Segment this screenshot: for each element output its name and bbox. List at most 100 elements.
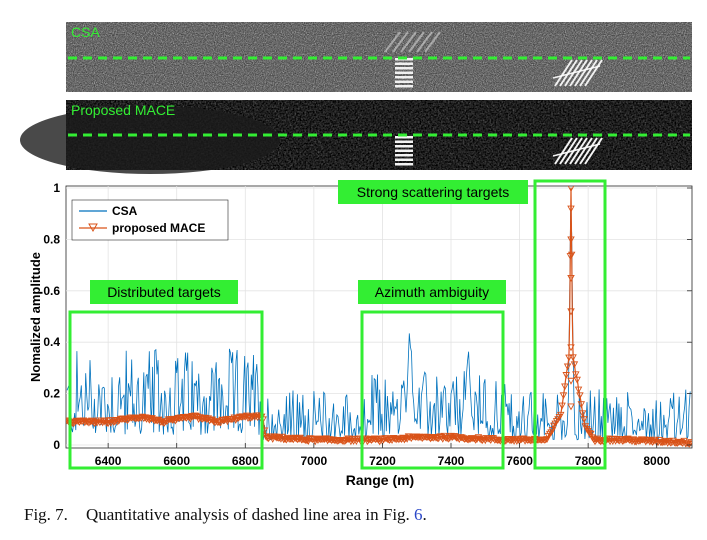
annotation-region-box <box>360 310 505 470</box>
target-stripe <box>395 163 413 166</box>
mace-marker <box>471 437 480 444</box>
mace-marker <box>577 401 586 409</box>
mace-marker <box>85 419 93 427</box>
legend-mace-label: proposed MACE <box>112 221 205 235</box>
mace-marker <box>149 416 158 424</box>
mace-marker <box>295 435 303 443</box>
target-stripe <box>395 158 413 161</box>
mace-marker <box>573 376 581 384</box>
x-tick-label: 7000 <box>301 454 328 468</box>
target-stripe <box>395 85 413 88</box>
axis-ticks: 6400 6600 6800 7000 7200 7400 7600 7800 8000 0 0.2… <box>43 181 692 468</box>
mace-marker <box>591 438 599 446</box>
target-stripe <box>395 145 413 148</box>
target-stripe <box>395 76 413 79</box>
mace-marker <box>585 430 594 437</box>
target-stripe <box>395 149 413 152</box>
mace-marker <box>153 417 162 425</box>
mace-marker <box>340 438 348 446</box>
mace-marker <box>363 438 372 446</box>
mace-marker <box>401 435 410 442</box>
mace-marker <box>203 416 211 424</box>
mace-marker <box>548 427 557 435</box>
mace-marker <box>507 437 516 445</box>
target-stripe <box>574 59 593 87</box>
mace-marker <box>432 434 440 442</box>
x-tick-label: 6600 <box>163 454 190 468</box>
mace-marker <box>168 416 177 424</box>
mace-marker <box>142 416 151 423</box>
mace-marker <box>525 436 533 444</box>
mace-marker <box>587 430 595 438</box>
x-axis-label: Range (m) <box>346 472 414 488</box>
annotation-label-bg <box>90 280 238 304</box>
mace-peak-marker <box>567 275 575 282</box>
mace-marker <box>570 361 579 369</box>
annotation-region-box <box>533 179 607 470</box>
target-stripe <box>569 137 588 165</box>
mace-marker <box>425 434 433 442</box>
mace-marker <box>646 438 654 446</box>
target-stripe <box>395 67 413 70</box>
mace-marker <box>156 419 165 426</box>
mace-marker <box>341 437 350 445</box>
mace-image-panel: Proposed MACE <box>20 100 692 174</box>
figure-caption: Fig. 7. Quantitative analysis of dashed l… <box>24 505 427 525</box>
mace-marker <box>367 437 376 445</box>
mace-marker <box>145 416 154 424</box>
mace-marker <box>418 435 426 443</box>
annotation-label-bg <box>338 180 528 204</box>
mace-marker <box>580 416 588 424</box>
y-tick-label: 1 <box>53 181 60 195</box>
mace-peak-marker <box>567 377 575 385</box>
mace-marker <box>92 419 100 427</box>
mace-panel-label: Proposed MACE <box>71 102 175 118</box>
target-stripe <box>395 80 413 83</box>
target-stripe <box>579 137 598 165</box>
mace-marker <box>157 418 166 426</box>
y-tick-label: 0.6 <box>43 284 60 298</box>
caption-number: Fig. 7. <box>24 505 68 524</box>
ghost-stripe <box>384 31 401 53</box>
annotation-label-bg <box>358 280 506 304</box>
target-stripe <box>554 59 573 87</box>
mace-peak-marker <box>567 205 575 213</box>
legend-csa-label: CSA <box>112 204 138 218</box>
csa-panel-label: CSA <box>71 24 100 40</box>
mace-marker <box>566 253 575 260</box>
x-tick-label: 7200 <box>369 454 396 468</box>
target-stripe <box>395 154 413 157</box>
target-stripe <box>584 137 603 165</box>
mace-marker <box>262 433 270 441</box>
y-tick-label: 0.4 <box>43 335 60 349</box>
legend-box <box>71 199 229 241</box>
mace-marker <box>389 435 398 442</box>
mace-marker <box>565 354 573 362</box>
mace-marker <box>572 371 580 379</box>
mace-marker <box>462 435 470 443</box>
mace-marker <box>78 418 86 426</box>
ghost-stripe <box>408 31 425 53</box>
target-stripe <box>579 59 598 87</box>
mace-marker <box>444 435 453 443</box>
caption-text: Quantitative analysis of dashed line are… <box>85 505 410 524</box>
mace-marker <box>284 434 292 442</box>
caption-fig-ref[interactable]: 6 <box>414 505 423 524</box>
mace-marker <box>504 436 513 443</box>
mace-marker <box>108 417 117 425</box>
x-tick-label: 7400 <box>438 454 465 468</box>
mace-marker <box>215 419 223 427</box>
y-axis-label: Nomalized amplitude <box>28 252 43 382</box>
mace-marker <box>321 436 329 443</box>
mace-marker <box>576 392 584 400</box>
mace-marker <box>247 415 255 422</box>
csa-image-panel: CSA <box>66 22 692 92</box>
mace-marker <box>641 438 650 446</box>
mace-marker <box>574 386 583 394</box>
mace-bright-targets <box>395 136 603 166</box>
mace-marker <box>569 354 577 362</box>
mace-marker <box>241 413 250 421</box>
mace-marker <box>220 416 229 424</box>
target-stripe <box>395 71 413 74</box>
mace-marker <box>123 417 132 425</box>
